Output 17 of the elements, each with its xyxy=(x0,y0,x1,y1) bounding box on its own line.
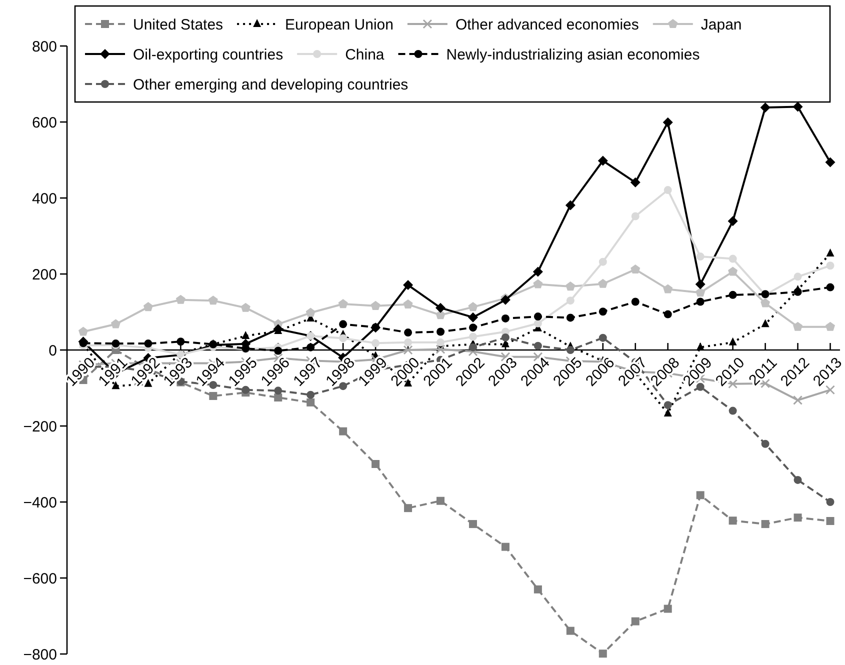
legend-label: Other emerging and developing countries xyxy=(133,76,408,94)
y-tick-label: 400 xyxy=(32,190,57,208)
y-tick-label: 0 xyxy=(48,342,57,360)
y-tick-label: 200 xyxy=(32,266,57,284)
y-tick-label: 600 xyxy=(32,114,57,132)
legend-label: United States xyxy=(133,16,224,34)
y-tick-label: −400 xyxy=(23,494,57,512)
y-tick-label: 800 xyxy=(32,38,57,56)
legend-label: Newly-industrializing asian economies xyxy=(446,46,700,64)
legend-label: Oil-exporting countries xyxy=(133,46,284,64)
legend-label: Other advanced economies xyxy=(455,16,639,34)
y-tick-label: −600 xyxy=(23,570,57,588)
y-tick-label: −200 xyxy=(23,418,57,436)
legend-label: China xyxy=(345,46,385,64)
y-tick-label: −800 xyxy=(23,646,57,664)
legend-label: Japan xyxy=(700,16,742,34)
legend-label: European Union xyxy=(285,16,394,34)
